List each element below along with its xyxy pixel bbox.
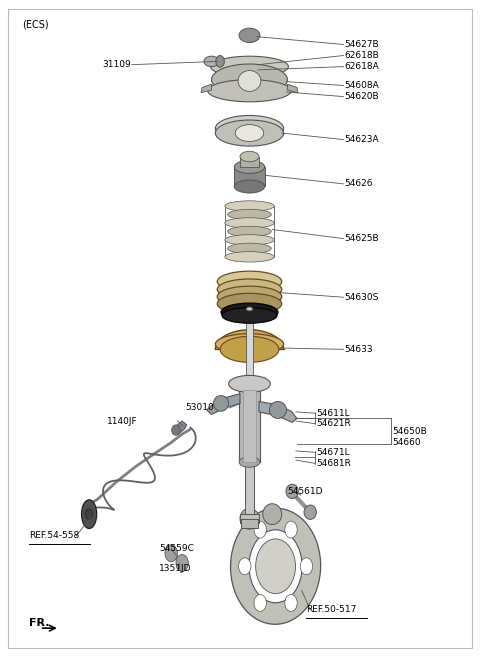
Ellipse shape xyxy=(249,530,302,602)
Ellipse shape xyxy=(225,217,274,228)
Text: 54626: 54626 xyxy=(344,179,373,189)
Polygon shape xyxy=(207,394,240,415)
Ellipse shape xyxy=(222,307,277,323)
Bar xyxy=(243,390,256,462)
Text: 62618A: 62618A xyxy=(344,62,379,71)
Bar xyxy=(241,520,258,528)
Ellipse shape xyxy=(225,201,274,212)
Polygon shape xyxy=(175,421,187,434)
Ellipse shape xyxy=(239,558,251,575)
Ellipse shape xyxy=(286,484,299,499)
Text: REF.50-517: REF.50-517 xyxy=(306,605,357,614)
Ellipse shape xyxy=(235,125,264,141)
Bar xyxy=(245,459,254,524)
Ellipse shape xyxy=(217,271,282,292)
Text: 54608A: 54608A xyxy=(344,81,379,90)
Bar xyxy=(246,309,253,400)
Ellipse shape xyxy=(225,235,274,245)
Ellipse shape xyxy=(212,64,288,95)
Ellipse shape xyxy=(82,500,96,528)
Ellipse shape xyxy=(239,28,260,43)
Text: 1351JD: 1351JD xyxy=(159,564,192,573)
Ellipse shape xyxy=(217,286,282,307)
Ellipse shape xyxy=(285,595,297,612)
Polygon shape xyxy=(216,330,284,350)
Text: 1140JF: 1140JF xyxy=(107,417,138,426)
Text: 54623A: 54623A xyxy=(344,135,379,144)
Ellipse shape xyxy=(216,56,224,67)
Text: 54650B: 54650B xyxy=(392,427,427,436)
Bar xyxy=(240,514,259,522)
Ellipse shape xyxy=(216,120,284,146)
Ellipse shape xyxy=(216,334,284,355)
Ellipse shape xyxy=(85,509,93,520)
Ellipse shape xyxy=(214,396,228,411)
Ellipse shape xyxy=(204,57,219,66)
Ellipse shape xyxy=(304,505,316,520)
Ellipse shape xyxy=(228,243,271,254)
Text: (ECS): (ECS) xyxy=(22,19,48,29)
Polygon shape xyxy=(259,401,297,422)
Ellipse shape xyxy=(172,425,180,436)
Ellipse shape xyxy=(285,521,297,538)
Ellipse shape xyxy=(217,293,282,314)
Bar xyxy=(240,156,259,167)
Ellipse shape xyxy=(230,509,321,624)
Ellipse shape xyxy=(234,160,264,173)
Bar xyxy=(239,384,260,462)
Ellipse shape xyxy=(211,57,288,77)
Text: 54620B: 54620B xyxy=(344,92,379,101)
Text: 54611L: 54611L xyxy=(316,409,349,418)
Polygon shape xyxy=(201,84,212,93)
Text: 54627B: 54627B xyxy=(344,40,379,49)
Ellipse shape xyxy=(220,336,279,363)
Ellipse shape xyxy=(254,521,266,538)
Ellipse shape xyxy=(256,539,296,594)
Text: FR.: FR. xyxy=(29,618,49,628)
Text: 62618B: 62618B xyxy=(344,51,379,60)
Bar xyxy=(234,167,264,187)
Ellipse shape xyxy=(228,375,270,392)
Ellipse shape xyxy=(176,555,188,572)
Text: 54630S: 54630S xyxy=(344,293,379,302)
Ellipse shape xyxy=(228,210,271,219)
Ellipse shape xyxy=(300,558,312,575)
Text: 54559C: 54559C xyxy=(159,544,194,553)
Ellipse shape xyxy=(217,279,282,300)
Text: 54681R: 54681R xyxy=(316,459,351,468)
Ellipse shape xyxy=(208,79,291,102)
Polygon shape xyxy=(288,84,298,93)
Ellipse shape xyxy=(234,180,264,193)
Ellipse shape xyxy=(165,545,178,562)
Ellipse shape xyxy=(221,303,278,321)
Ellipse shape xyxy=(238,70,261,91)
Ellipse shape xyxy=(263,504,282,524)
Ellipse shape xyxy=(246,307,253,311)
Text: 54621R: 54621R xyxy=(316,419,351,428)
Text: 54561D: 54561D xyxy=(288,487,323,496)
Ellipse shape xyxy=(240,509,259,529)
Text: 54660: 54660 xyxy=(392,438,420,447)
Text: 31109: 31109 xyxy=(102,60,131,69)
Ellipse shape xyxy=(254,595,266,612)
Ellipse shape xyxy=(269,401,287,419)
Text: 54633: 54633 xyxy=(344,345,373,354)
Ellipse shape xyxy=(216,116,284,141)
Text: REF.54-558: REF.54-558 xyxy=(29,531,79,540)
Text: 53010: 53010 xyxy=(185,403,214,413)
Text: 54625B: 54625B xyxy=(344,234,379,243)
Ellipse shape xyxy=(240,151,259,162)
Ellipse shape xyxy=(239,457,260,467)
Ellipse shape xyxy=(225,252,274,262)
Text: 54671L: 54671L xyxy=(316,448,349,457)
Ellipse shape xyxy=(228,226,271,237)
